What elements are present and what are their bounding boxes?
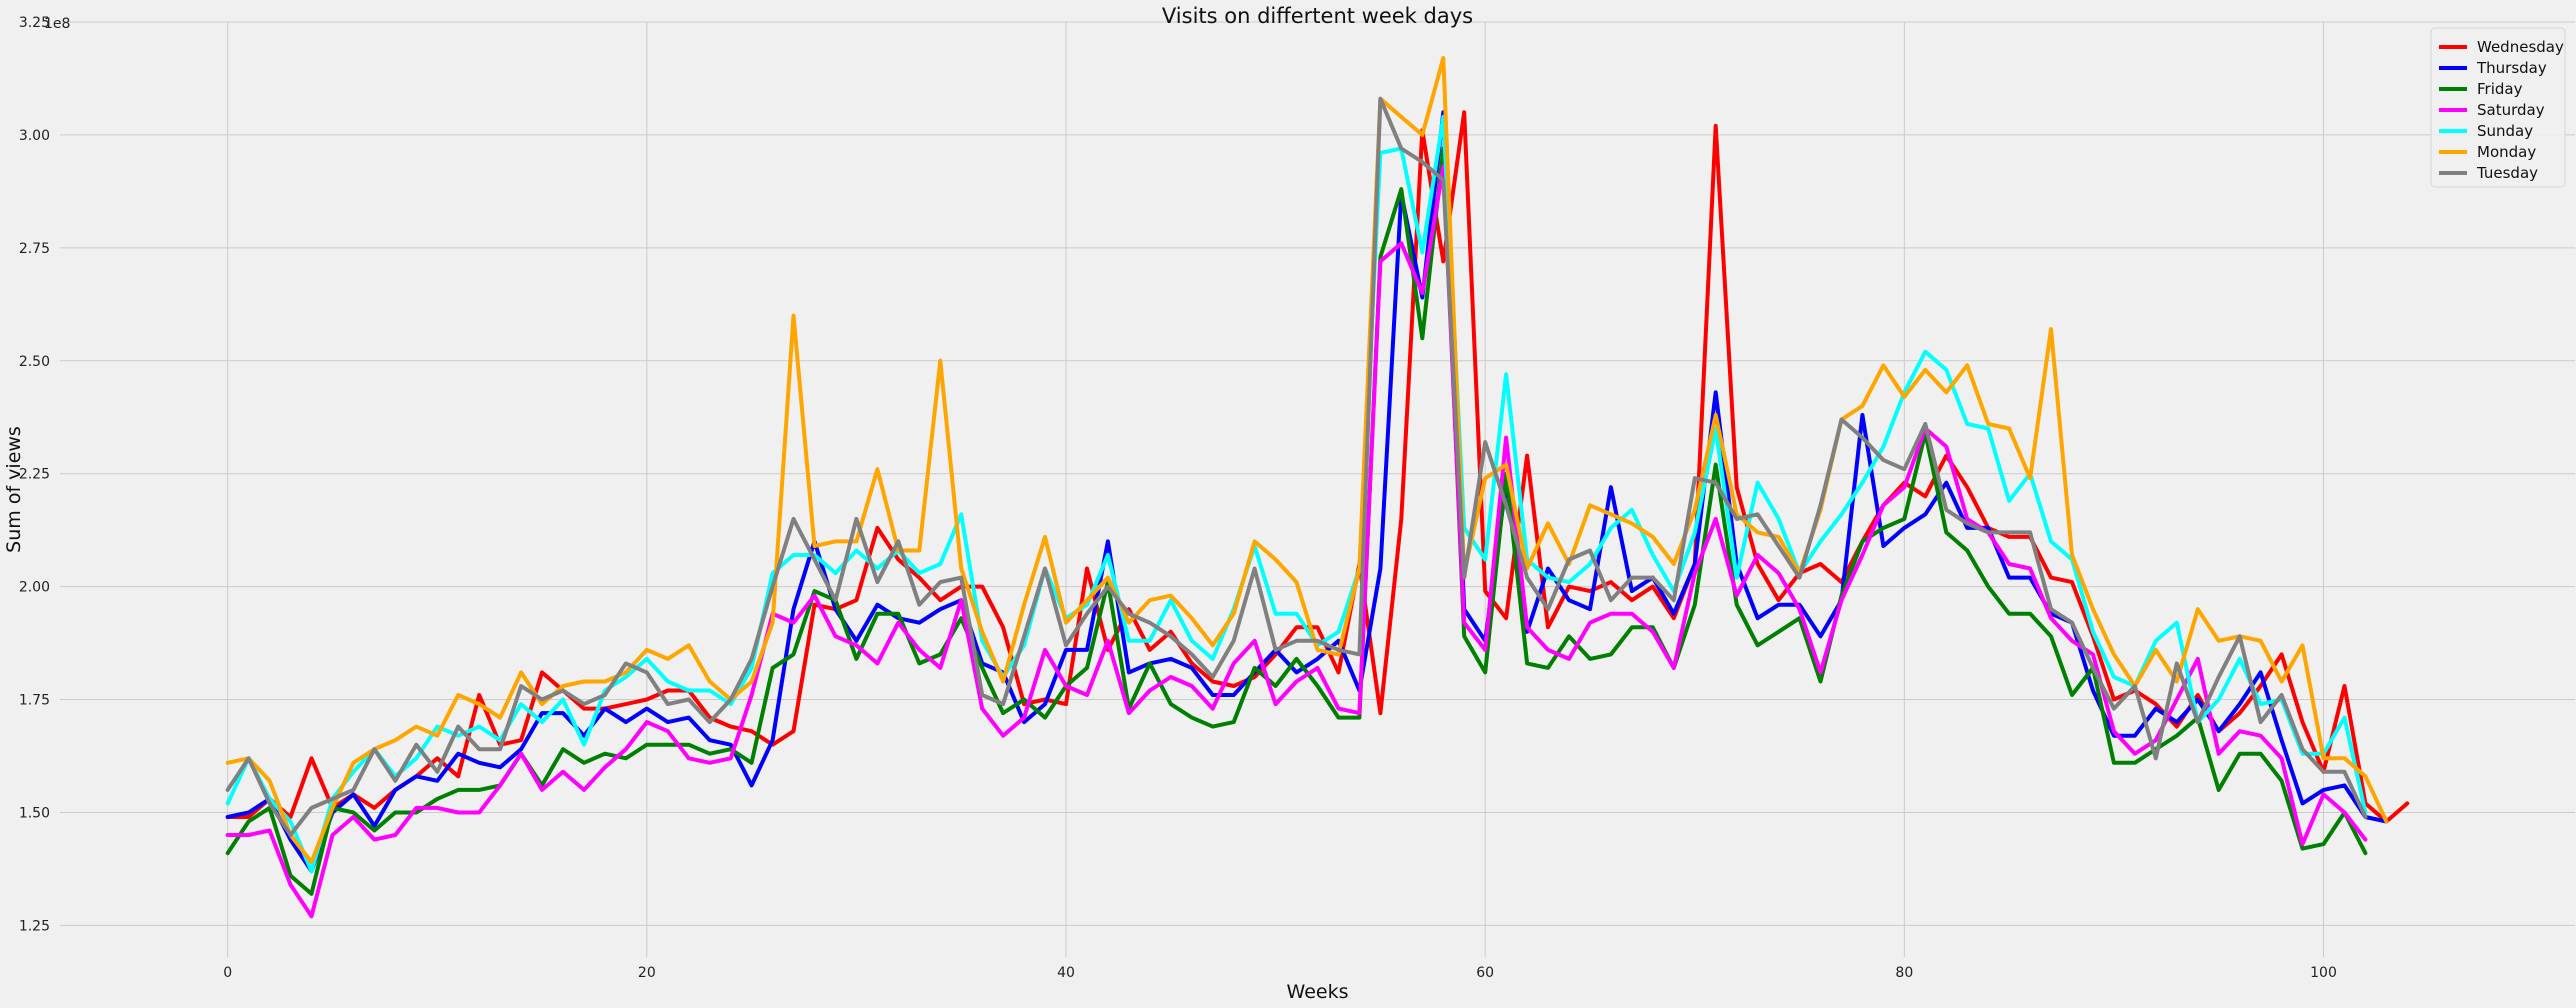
x-tick-label: 20 (638, 965, 656, 981)
x-tick-label: 80 (1895, 965, 1913, 981)
legend: Wednesday Thursday Friday Saturday Sunday Mon… (2430, 27, 2566, 188)
legend-entry-tuesday: Tuesday (2476, 164, 2538, 182)
series-line-wednesday (225, 110, 2410, 824)
chart-title: Visits on differtent week days (1162, 4, 1473, 28)
legend-entry-wednesday: Wednesday (2477, 38, 2564, 56)
x-tick-label: 0 (223, 965, 232, 981)
y-tick-label: 3.25 (19, 15, 50, 31)
x-axis-label: Weeks (1287, 981, 1349, 1003)
series-line-sunday (225, 114, 2368, 874)
legend-entry-sunday: Sunday (2477, 122, 2533, 140)
grid (60, 21, 2575, 957)
series-line-monday (225, 56, 2389, 865)
y-tick-label: 2.25 (19, 467, 50, 483)
series-line-friday (225, 146, 2368, 896)
series-lines (225, 56, 2410, 919)
legend-entry-monday: Monday (2477, 143, 2536, 161)
y-tick-label: 2.00 (19, 580, 50, 596)
y-tick-label: 1.25 (19, 918, 50, 934)
legend-entry-thursday: Thursday (2476, 59, 2547, 77)
x-tick-label: 60 (1476, 965, 1494, 981)
y-tick-label: 1.75 (19, 693, 50, 709)
y-tick-label: 2.50 (19, 354, 50, 370)
y-tick-label: 3.00 (19, 128, 50, 144)
tick-labels: 0 20 40 60 80 100 1.25 1.50 1.75 2.00 2.25 2.50 2.75… (19, 15, 2337, 981)
series-line-saturday (225, 164, 2368, 919)
y-axis-exponent: 1e8 (44, 16, 70, 32)
legend-entry-friday: Friday (2477, 80, 2523, 98)
y-tick-label: 1.50 (19, 805, 50, 821)
x-tick-label: 100 (2310, 965, 2337, 981)
y-tick-label: 2.75 (19, 241, 50, 257)
y-axis-label: Sum of views (3, 426, 25, 553)
series-line-tuesday (225, 96, 2368, 837)
legend-entry-saturday: Saturday (2477, 101, 2545, 119)
x-tick-label: 40 (1057, 965, 1075, 981)
